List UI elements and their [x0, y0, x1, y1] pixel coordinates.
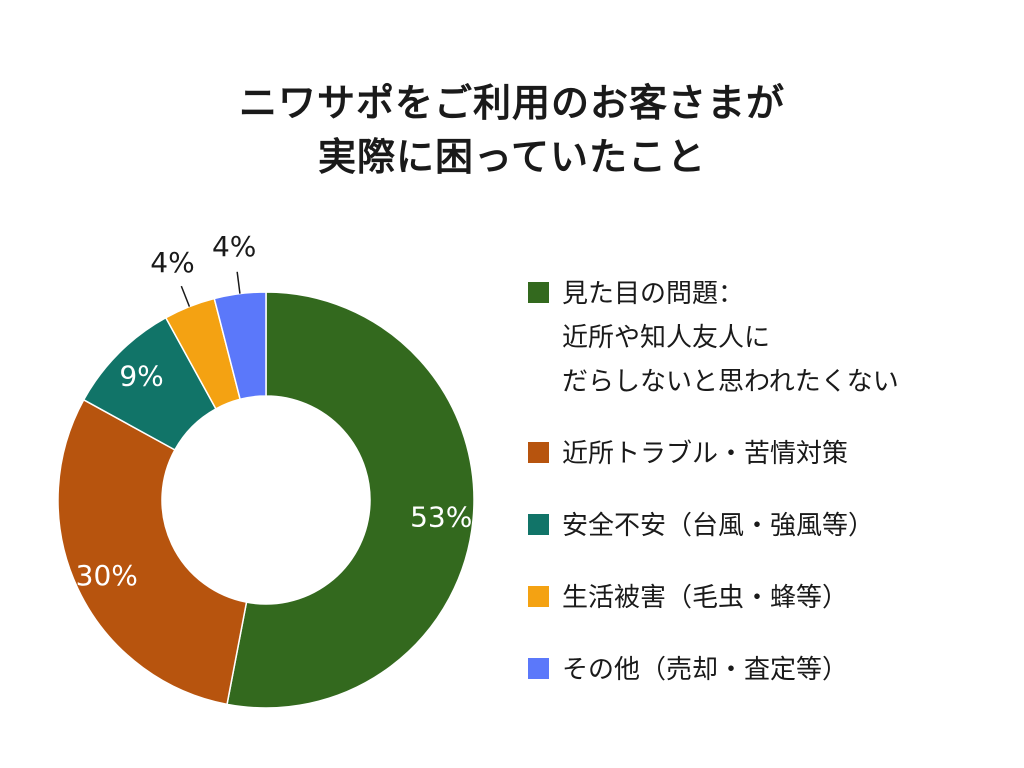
donut-slice-other: [213, 291, 267, 401]
legend-label-other: その他（売却・査定等）: [562, 655, 849, 685]
legend-swatch-appearance: [528, 282, 549, 303]
legend-swatch-neighbor-trouble: [528, 442, 549, 463]
legend-item-neighbor-trouble: 近所トラブル・苦情対策: [528, 432, 1008, 476]
legend-item-pests: 生活被害（毛虫・蜂等）: [528, 576, 1008, 620]
data-label-pests: 4%: [150, 246, 194, 279]
legend-label-appearance-line-3: だらしないと思われたくない: [562, 367, 899, 397]
legend-item-other: その他（売却・査定等）: [528, 648, 1008, 692]
legend: 見た目の問題： 近所や知人友人に だらしないと思われたくない 近所トラブル・苦情…: [528, 272, 1008, 720]
legend-swatch-pests: [528, 586, 549, 607]
chart-title-line-1: ニワサポをご利用のお客さまが: [238, 81, 785, 125]
legend-label-pests: 生活被害（毛虫・蜂等）: [562, 583, 849, 613]
data-label-safety: 9%: [119, 360, 163, 393]
chart-title: ニワサポをご利用のお客さまが 実際に困っていたこと: [0, 76, 1024, 184]
legend-swatch-safety: [528, 514, 549, 535]
donut-slice-neighbor-trouble: [57, 398, 248, 706]
chart-title-line-2: 実際に困っていたこと: [317, 135, 707, 179]
donut-slice-appearance: [226, 291, 475, 709]
legend-item-safety: 安全不安（台風・強風等）: [528, 504, 1008, 548]
legend-item-appearance: 見た目の問題： 近所や知人友人に だらしないと思われたくない: [528, 272, 1008, 404]
legend-swatch-other: [528, 658, 549, 679]
legend-label-appearance-line-2: 近所や知人友人に: [562, 323, 771, 353]
data-label-other: 4%: [212, 230, 256, 263]
legend-label-safety: 安全不安（台風・強風等）: [562, 511, 875, 541]
data-label-neighbor-trouble: 30%: [76, 559, 138, 592]
legend-label-appearance-line-1: 見た目の問題：: [562, 279, 745, 309]
legend-label-neighbor-trouble: 近所トラブル・苦情対策: [562, 439, 849, 469]
data-label-appearance: 53%: [410, 501, 472, 534]
leader-line-pests: [180, 285, 191, 307]
leader-line-other: [236, 271, 241, 294]
